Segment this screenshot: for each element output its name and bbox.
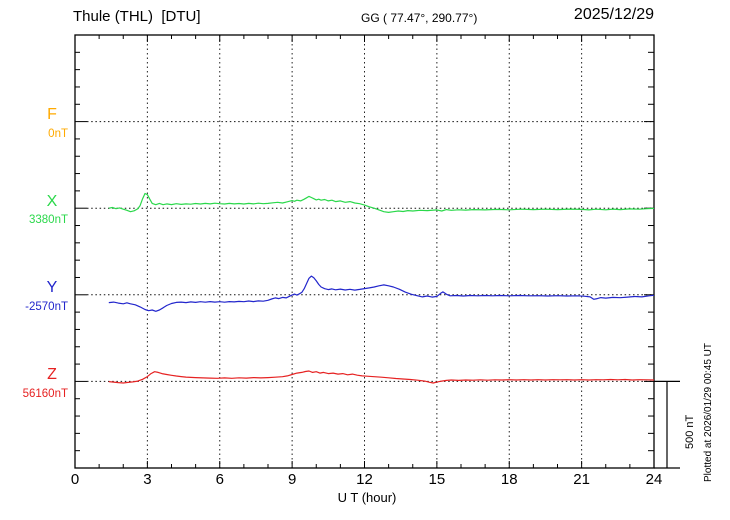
x-tick-label: 3 (143, 471, 152, 488)
x-tick-label: 24 (645, 471, 663, 488)
x-tick-label: 6 (215, 471, 224, 488)
channel-baseline-z: 56160nT (22, 388, 68, 400)
plot-title: Thule (THL) [DTU] (73, 8, 201, 25)
x-tick-label: 0 (70, 471, 80, 488)
x-tick-label: 21 (573, 471, 590, 488)
channel-baseline-y: -2570nT (25, 301, 68, 313)
x-tick-label: 18 (500, 471, 518, 488)
channel-label-f: F (47, 106, 57, 123)
plot-watermark: Plotted at 2026/01/29 00:45 UT (703, 343, 714, 482)
channel-label-z: Z (47, 366, 57, 383)
station-coordinates: GG ( 77.47°, 290.77°) (361, 11, 478, 25)
plot-date: 2025/12/29 (573, 6, 654, 23)
trace-y (108, 275, 655, 312)
scale-bar-label: 500 nT (684, 414, 696, 449)
channel-label-y: Y (46, 279, 58, 296)
x-axis-label: U T (hour) (337, 490, 397, 505)
channel-baseline-f: 0nT (48, 128, 68, 140)
trace-z (108, 370, 655, 384)
x-tick-label: 12 (356, 471, 373, 488)
x-tick-label: 9 (287, 471, 297, 488)
channel-baseline-x: 3380nT (28, 214, 68, 226)
channel-label-x: X (46, 193, 58, 210)
x-tick-label: 15 (428, 471, 446, 488)
trace-x (108, 192, 655, 213)
